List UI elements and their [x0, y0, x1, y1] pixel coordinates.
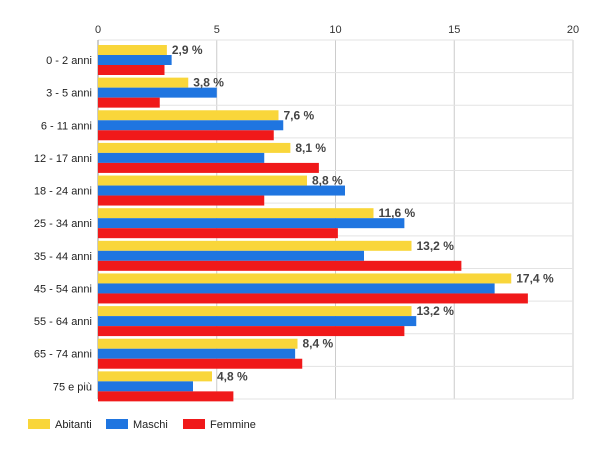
bar-maschi[interactable] — [98, 120, 284, 131]
bar-abitanti[interactable] — [98, 208, 374, 219]
category-label: 75 e più — [53, 381, 92, 393]
bar-maschi[interactable] — [98, 250, 364, 261]
bar-femmine[interactable] — [98, 293, 528, 304]
category-label: 12 - 17 anni — [34, 153, 92, 165]
bar-maschi[interactable] — [98, 316, 417, 327]
bar-maschi[interactable] — [98, 381, 193, 392]
bar-abitanti[interactable] — [98, 240, 412, 251]
bar-femmine[interactable] — [98, 326, 405, 337]
bar-femmine[interactable] — [98, 391, 234, 402]
bar-abitanti[interactable] — [98, 142, 291, 153]
data-label: 3,8 % — [193, 76, 224, 90]
data-label: 13,2 % — [417, 239, 455, 253]
category-label: 55 - 64 anni — [34, 316, 92, 328]
bar-abitanti[interactable] — [98, 338, 298, 349]
category-label: 35 - 44 anni — [34, 251, 92, 263]
category-label: 6 - 11 anni — [41, 120, 92, 132]
bar-femmine[interactable] — [98, 358, 303, 369]
bar-femmine[interactable] — [98, 228, 338, 239]
data-label: 2,9 % — [172, 43, 203, 57]
category-label: 18 - 24 anni — [34, 186, 92, 198]
category-label: 65 - 74 anni — [34, 349, 92, 361]
legend-swatch-femmine — [183, 419, 205, 429]
x-tick-label: 20 — [567, 24, 579, 36]
category-label: 3 - 5 anni — [46, 88, 92, 100]
bar-abitanti[interactable] — [98, 371, 212, 382]
bar-abitanti[interactable] — [98, 110, 279, 121]
legend-label-maschi[interactable]: Maschi — [133, 419, 168, 431]
bar-maschi[interactable] — [98, 283, 495, 294]
bar-abitanti[interactable] — [98, 306, 412, 317]
category-label: 0 - 2 anni — [46, 55, 92, 67]
legend-label-femmine[interactable]: Femmine — [210, 419, 256, 431]
bar-maschi[interactable] — [98, 185, 345, 196]
x-tick-label: 15 — [448, 24, 460, 36]
bar-femmine[interactable] — [98, 195, 265, 206]
x-tick-label: 10 — [329, 24, 341, 36]
bar-femmine[interactable] — [98, 260, 462, 271]
x-tick-label: 0 — [95, 24, 101, 36]
legend-label-abitanti[interactable]: Abitanti — [55, 419, 92, 431]
data-label: 8,8 % — [312, 174, 343, 188]
category-label: 25 - 34 anni — [34, 218, 92, 230]
bar-maschi[interactable] — [98, 152, 265, 163]
bar-abitanti[interactable] — [98, 77, 189, 88]
legend-swatch-maschi — [106, 419, 128, 429]
category-label: 45 - 54 anni — [34, 283, 92, 295]
data-label: 11,6 % — [379, 206, 416, 220]
x-tick-label: 5 — [214, 24, 220, 36]
bar-maschi[interactable] — [98, 218, 405, 229]
legend-swatch-abitanti — [28, 419, 50, 429]
data-label: 13,2 % — [417, 304, 455, 318]
data-label: 4,8 % — [217, 369, 248, 383]
bar-femmine[interactable] — [98, 97, 160, 108]
data-label: 17,4 % — [516, 271, 554, 285]
bar-maschi[interactable] — [98, 55, 172, 65]
bar-maschi[interactable] — [98, 348, 296, 359]
bar-femmine[interactable] — [98, 65, 165, 75]
data-label: 8,4 % — [303, 337, 334, 351]
bar-maschi[interactable] — [98, 87, 217, 98]
bar-femmine[interactable] — [98, 130, 274, 141]
bar-femmine[interactable] — [98, 162, 319, 173]
data-label: 7,6 % — [284, 108, 315, 122]
bar-abitanti[interactable] — [98, 45, 167, 55]
bar-abitanti[interactable] — [98, 175, 307, 186]
data-label: 8,1 % — [295, 141, 326, 155]
bar-abitanti[interactable] — [98, 273, 512, 284]
